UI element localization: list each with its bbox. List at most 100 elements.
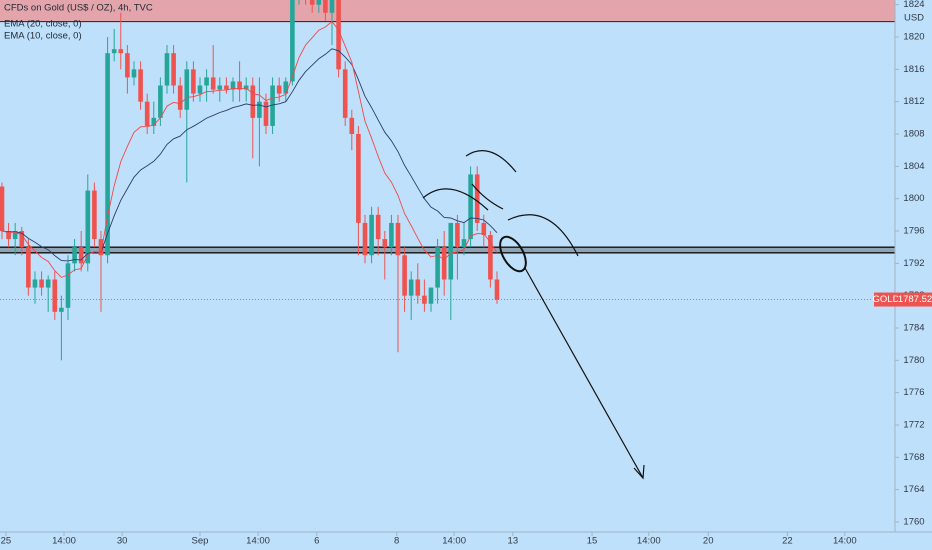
x-tick-label: 13 — [508, 536, 519, 547]
drawing-arc — [471, 183, 504, 210]
candle-body — [316, 0, 322, 5]
candle-body — [184, 69, 190, 110]
support-band — [0, 247, 895, 253]
y-tick-label: 1812 — [903, 96, 924, 107]
candle-body — [257, 101, 262, 118]
candle-body — [85, 190, 91, 264]
x-tick-label: 14:00 — [246, 536, 270, 547]
x-tick-label: 14:00 — [442, 536, 466, 547]
candle-body — [204, 77, 209, 86]
candle-body — [118, 49, 124, 54]
y-tick-label: 1760 — [903, 516, 924, 527]
candle-body — [98, 239, 104, 256]
candle-body — [0, 186, 5, 232]
candle-body — [468, 174, 473, 240]
price-label: 1787.52 — [898, 294, 932, 305]
candle-body — [78, 247, 84, 264]
candle-body — [19, 231, 25, 248]
candle-body — [224, 85, 229, 90]
x-tick-label: Sep — [192, 536, 209, 547]
x-tick-label: 20 — [703, 536, 714, 547]
candle-body — [389, 222, 394, 248]
y-tick-label: 1772 — [903, 420, 924, 431]
drawing-arc — [422, 188, 489, 211]
price-tag — [898, 292, 932, 307]
x-tick-label: 22 — [782, 536, 793, 547]
candle-body — [488, 235, 493, 280]
candle-body — [263, 101, 269, 126]
candle-body — [369, 214, 374, 256]
candle-body — [356, 134, 361, 223]
drawing-arrow — [524, 267, 644, 479]
drawing-arrowhead — [633, 464, 645, 480]
candle-body — [105, 53, 110, 256]
candle-body — [217, 85, 223, 90]
y-tick-label: 1808 — [903, 129, 924, 140]
chart-title: CFDs on Gold (US$ / OZ), 4h, TVC — [4, 3, 153, 14]
y-tick-label: 1796 — [903, 226, 924, 237]
x-tick-label: 14:00 — [637, 536, 661, 547]
candle-body — [349, 117, 355, 135]
candle-body — [448, 222, 454, 280]
y-tick-label: 1776 — [903, 387, 924, 398]
candle-body — [26, 247, 31, 288]
candle-body — [408, 279, 414, 296]
y-tick-label: 1792 — [903, 258, 924, 269]
drawing-arc — [507, 214, 579, 257]
symbol-label: GOLD — [873, 294, 900, 305]
candle-body — [336, 0, 341, 70]
candle-body — [138, 69, 143, 102]
resistance-zone — [0, 0, 895, 22]
candle-body — [177, 85, 183, 110]
candle-body — [342, 69, 348, 118]
candle-body — [72, 247, 77, 264]
candle-body — [270, 85, 275, 126]
drawings — [422, 150, 645, 480]
candle-body — [191, 69, 196, 94]
candle-body — [158, 85, 163, 118]
x-tick-label: 6 — [314, 536, 319, 547]
legend-entry: EMA (10, close, 0) — [4, 31, 82, 42]
candle-body — [362, 222, 368, 256]
candle-body — [323, 0, 328, 13]
candle-body — [164, 53, 170, 86]
candle-body — [276, 85, 282, 94]
candle-body — [494, 279, 500, 300]
x-tick-label: 30 — [117, 536, 128, 547]
candle-body — [435, 247, 440, 288]
candle-body — [59, 307, 64, 312]
candle-body — [402, 255, 407, 296]
x-tick-label: 15 — [587, 536, 598, 547]
ema-line — [1, 48, 498, 262]
x-tick-label: 8 — [394, 536, 399, 547]
candle-body — [461, 239, 467, 248]
y-tick-label: 1768 — [903, 452, 924, 463]
candle-body — [131, 69, 137, 78]
candle-body — [65, 263, 71, 308]
y-tick-label: 1820 — [903, 32, 924, 43]
candle-body — [151, 117, 157, 126]
candle-body — [237, 81, 242, 90]
candle-body — [171, 53, 176, 86]
candle-body — [52, 279, 58, 312]
candle-body — [329, 0, 335, 13]
candle-body — [92, 190, 97, 240]
y-tick-label: 1764 — [903, 484, 924, 495]
y-tick-label: 1824 — [903, 0, 924, 10]
candle-body — [39, 279, 44, 288]
candle-body — [197, 85, 203, 94]
currency-label: USD — [904, 13, 924, 24]
y-tick-label: 1800 — [903, 193, 924, 204]
candle-body — [395, 222, 401, 256]
candle-body — [6, 231, 11, 240]
candle-body — [375, 214, 381, 240]
candle-body — [210, 77, 216, 90]
candle-body — [422, 295, 427, 304]
y-tick-label: 1804 — [903, 161, 924, 172]
x-tick-label: 25 — [1, 536, 12, 547]
candle-body — [428, 287, 434, 304]
x-tick-label: 14:00 — [833, 536, 857, 547]
candle-body — [474, 174, 480, 223]
